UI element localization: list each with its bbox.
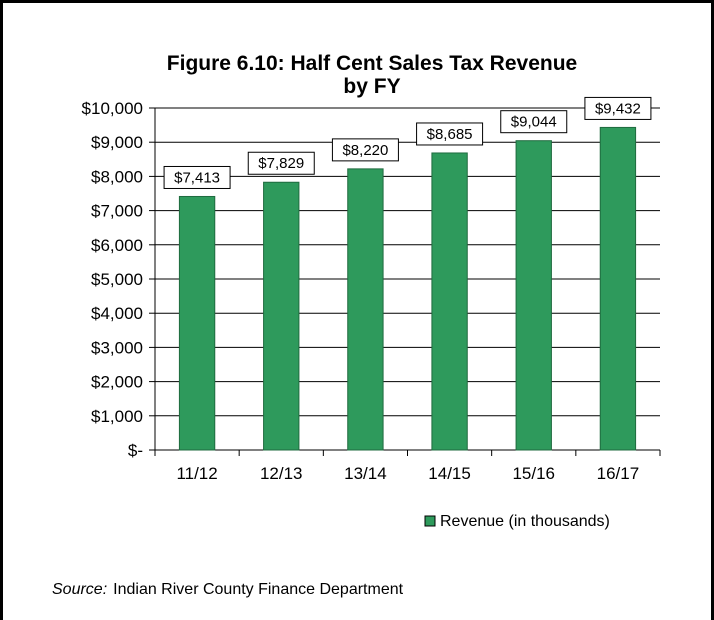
y-tick-label: $1,000 xyxy=(91,407,143,426)
y-axis-ticks: $- $1,000 $2,000 $3,000 $4,000 $5,000 $6,000 $7… xyxy=(82,99,155,460)
y-tick-label: $2,000 xyxy=(91,373,143,392)
data-label: $7,413 xyxy=(174,169,220,186)
data-label-box xyxy=(500,110,568,134)
data-label: $9,432 xyxy=(595,100,641,117)
y-tick-label: $- xyxy=(128,441,143,460)
data-label: $9,044 xyxy=(511,114,557,131)
data-label: $7,829 xyxy=(258,155,304,172)
y-tick-label: $6,000 xyxy=(91,236,143,255)
x-tick-label: 14/15 xyxy=(428,464,471,483)
x-axis-ticks: 11/12 12/13 13/14 14/15 15/16 16/17 xyxy=(154,450,661,483)
legend-swatch xyxy=(424,515,436,527)
data-label-box xyxy=(163,165,231,189)
bar xyxy=(599,126,637,451)
data-label-box xyxy=(416,122,484,146)
bar xyxy=(263,181,300,451)
data-label: $8,685 xyxy=(427,126,473,143)
chart-title-line-2: by FY xyxy=(343,75,400,98)
legend-label: Revenue (in thousands) xyxy=(440,513,610,530)
bar xyxy=(347,168,384,451)
y-tick-label: $7,000 xyxy=(91,202,143,221)
bars xyxy=(178,126,637,451)
data-label-box xyxy=(247,151,315,175)
data-labels: $7,413 $7,829 $8,220 $8,685 $9,044 $9,432 xyxy=(163,96,652,189)
data-label: $8,220 xyxy=(342,142,388,159)
bar xyxy=(178,195,216,451)
x-tick-label: 13/14 xyxy=(344,464,387,483)
bar xyxy=(515,140,552,451)
y-tick-label: $9,000 xyxy=(91,133,143,152)
x-tick-label: 12/13 xyxy=(260,464,303,483)
data-label-box xyxy=(331,138,399,162)
y-tick-label: $10,000 xyxy=(82,99,143,118)
source-prefix: Source: xyxy=(52,581,107,598)
x-tick-label: 11/12 xyxy=(176,464,217,483)
y-tick-label: $5,000 xyxy=(91,270,143,289)
data-label-box xyxy=(584,96,652,120)
y-tick-label: $4,000 xyxy=(91,304,143,323)
gridlines xyxy=(155,107,660,417)
y-tick-label: $3,000 xyxy=(91,338,143,357)
source-note: Source: Indian River County Finance Depar… xyxy=(52,581,404,598)
source-text: Indian River County Finance Department xyxy=(113,581,403,598)
y-tick-label: $8,000 xyxy=(91,167,143,186)
chart-title-line-1: Figure 6.10: Half Cent Sales Tax Revenue xyxy=(167,52,577,75)
bar xyxy=(431,152,468,451)
x-tick-label: 16/17 xyxy=(597,464,640,483)
legend: Revenue (in thousands) xyxy=(424,513,610,530)
x-tick-label: 15/16 xyxy=(512,464,555,483)
